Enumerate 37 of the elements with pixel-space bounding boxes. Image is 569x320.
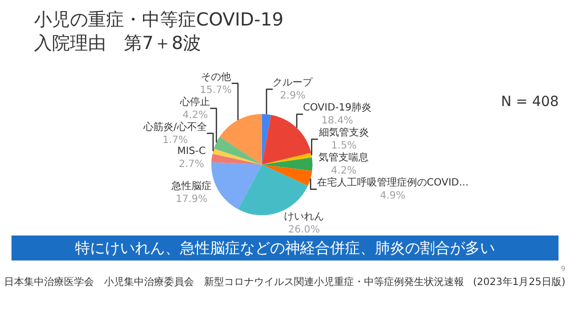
data-label: 15.7% — [200, 84, 232, 96]
slice-label: クループ — [272, 76, 314, 89]
text: 特にけいれん、急性脳症などの神経合併症、肺炎の割合が多い — [75, 239, 495, 257]
text: (2023年1月25日版) — [473, 276, 566, 288]
slice-label: 急性脳症 — [170, 180, 212, 192]
pie-slice — [262, 114, 272, 165]
pie-slice — [262, 114, 312, 165]
pie-slice — [220, 114, 262, 165]
data-label: 4.2% — [182, 110, 208, 121]
pie-slice — [214, 136, 262, 165]
pie-slice — [262, 164, 312, 186]
pie-slice — [262, 152, 312, 165]
pie-slice — [211, 162, 262, 210]
data-label: 4.2% — [331, 166, 356, 177]
pie-slice — [262, 158, 312, 171]
slice-label: 細気管支炎 — [318, 126, 369, 139]
text: N = 408 — [501, 94, 559, 110]
chart-title: 小児の重症・中等症COVID-19 入院理由 第7＋8波 — [34, 10, 284, 54]
slice-label: 気管支喘息 — [318, 152, 369, 164]
pie-slice — [212, 148, 262, 165]
data-label: 1.5% — [331, 140, 357, 152]
pie-slice — [211, 154, 262, 165]
slice-label: 在宅人工呼吸管理症例のCOVID... — [316, 176, 469, 189]
slice-label: その他 — [200, 70, 231, 83]
data-label: 1.7% — [162, 134, 188, 146]
data-label: 4.9% — [380, 190, 406, 202]
slice-label: けいれん — [284, 211, 324, 222]
data-label: 2.7% — [178, 158, 204, 170]
slice-label: MIS-C — [177, 146, 206, 157]
data-label: 2.9% — [280, 90, 306, 102]
slice-label: 心筋炎/心不全 — [142, 120, 207, 133]
data-label: 17.9% — [176, 194, 208, 206]
data-label: 18.4% — [321, 116, 354, 127]
text: 日本集中治療医学会 小児集中治療委員会 新型コロナウイルス関連小児重症・中等症例発生状況速報 — [4, 276, 464, 288]
data-label: 26.0% — [288, 224, 320, 236]
slice-label: 心停止 — [179, 96, 210, 108]
slice-label: COVID-19肺炎 — [302, 102, 372, 114]
